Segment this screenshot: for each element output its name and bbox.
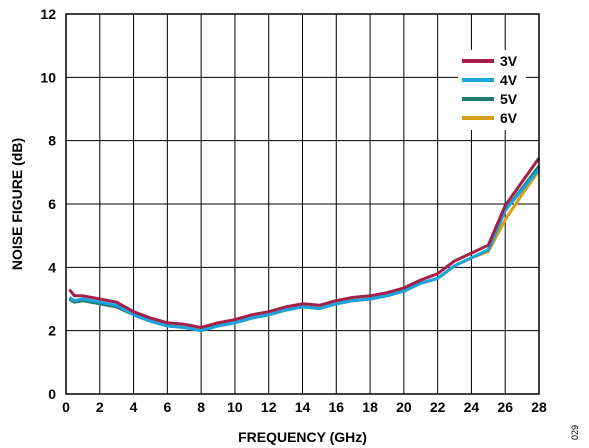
- y-axis-title: NOISE FIGURE (dB): [9, 138, 25, 270]
- x-tick-label: 10: [227, 399, 243, 415]
- x-tick-label: 0: [62, 399, 70, 415]
- series-lines: [68, 157, 541, 333]
- legend-label: 3V: [500, 53, 518, 69]
- figure-id: 029: [570, 425, 580, 440]
- series-line-4v: [68, 168, 541, 333]
- legend: 3V 4V 5V 6V: [458, 50, 526, 130]
- x-tick-label: 2: [96, 399, 104, 415]
- y-tick-label: 4: [48, 259, 56, 275]
- x-tick-label: 8: [197, 399, 205, 415]
- x-tick-label: 4: [130, 399, 138, 415]
- legend-label: 4V: [500, 72, 518, 88]
- x-tick-label: 16: [328, 399, 344, 415]
- x-tick-labels: 0 2 4 6 8 10 12 14 16 18 20 22 24 26 28: [62, 399, 547, 415]
- x-tick-label: 6: [163, 399, 171, 415]
- x-axis-title: FREQUENCY (GHz): [238, 429, 367, 445]
- x-tick-label: 20: [396, 399, 412, 415]
- x-tick-label: 18: [362, 399, 378, 415]
- y-tick-label: 10: [40, 69, 56, 85]
- x-tick-label: 26: [497, 399, 513, 415]
- y-tick-label: 0: [48, 386, 56, 402]
- x-tick-label: 22: [430, 399, 446, 415]
- series-line-3v: [68, 157, 541, 329]
- x-tick-label: 12: [261, 399, 277, 415]
- x-tick-label: 14: [295, 399, 311, 415]
- plot-frame: [65, 13, 540, 395]
- y-tick-label: 12: [40, 6, 56, 22]
- y-tick-label: 6: [48, 196, 56, 212]
- y-tick-label: 2: [48, 323, 56, 339]
- x-tick-label: 24: [464, 399, 480, 415]
- x-tick-label: 28: [531, 399, 547, 415]
- legend-label: 6V: [500, 110, 518, 126]
- y-tick-label: 8: [48, 133, 56, 149]
- legend-label: 5V: [500, 91, 518, 107]
- y-tick-labels: 0 2 4 6 8 10 12: [40, 6, 56, 402]
